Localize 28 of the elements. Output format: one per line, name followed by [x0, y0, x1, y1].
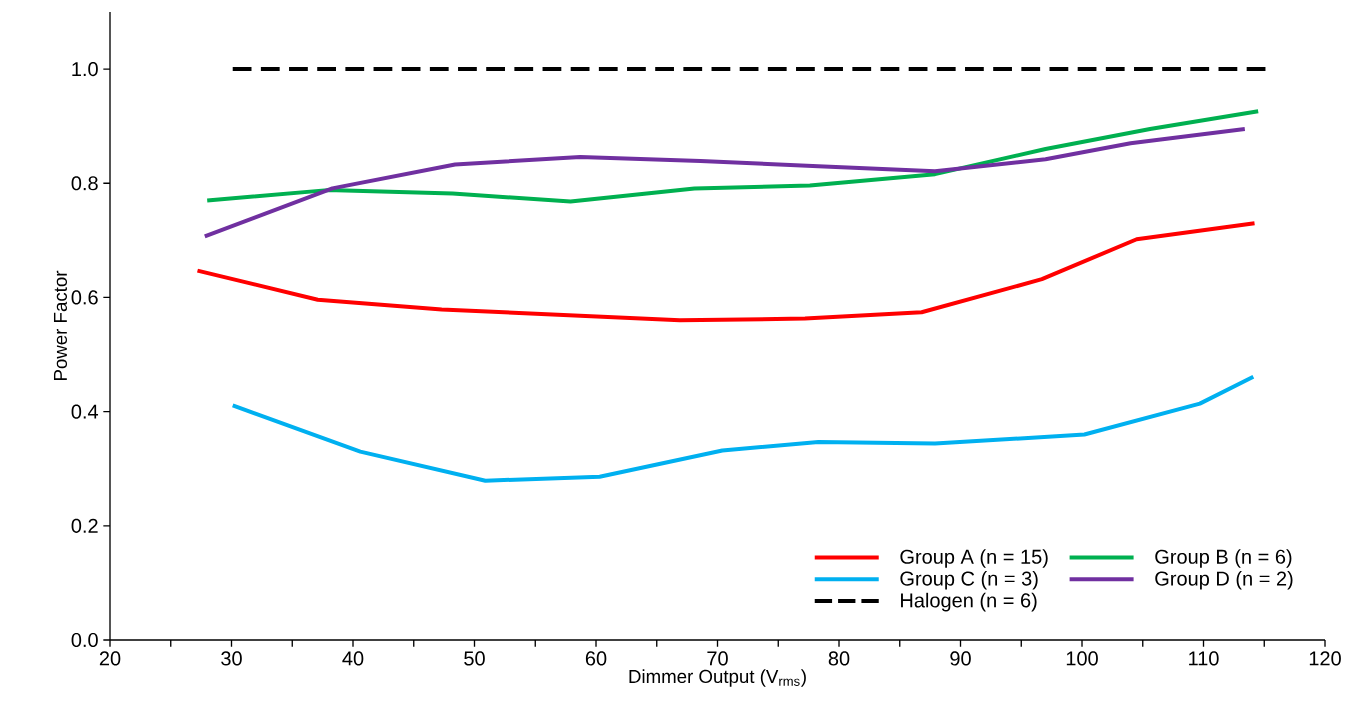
legend-label: Group D (n = 2): [1155, 570, 1293, 590]
x-tick-label: 90: [950, 651, 971, 666]
x-tick-label: 120: [1309, 651, 1341, 666]
y-axis-title: Power Factor: [53, 270, 68, 380]
x-tick-label: 110: [1189, 651, 1219, 666]
legend-label: Group C (n = 3): [900, 570, 1038, 590]
y-tick-label: 1.0: [72, 62, 98, 77]
x-tick-label: 20: [99, 651, 121, 666]
y-tick-label: 0.6: [71, 290, 98, 305]
line-series: [195, 221, 1257, 323]
y-tick-label: 0.2: [71, 518, 98, 533]
x-tick-label: 70: [707, 651, 728, 666]
x-tick-label: 60: [585, 651, 607, 666]
y-tick-label: 0.0: [71, 632, 98, 648]
x-tick-label: 50: [464, 651, 485, 666]
x-tick-label: 100: [1066, 651, 1098, 666]
y-tick-label: 0.8: [71, 176, 98, 191]
y-tick-label: 0.4: [71, 404, 99, 419]
line-series: [202, 127, 1247, 239]
legend-label: Halogen (n = 6): [901, 592, 1037, 612]
line-series: [205, 109, 1261, 204]
x-tick-label: 30: [221, 651, 242, 666]
x-tick-label: 40: [342, 651, 364, 666]
x-axis-title: Dimmer Output (V$_{rms}$): [629, 669, 806, 687]
legend-label: Group B (n = 6): [1155, 549, 1292, 568]
line-series: [230, 374, 1256, 483]
x-tick-label: 80: [828, 651, 850, 666]
legend-label: Group A (n = 15): [900, 549, 1048, 568]
